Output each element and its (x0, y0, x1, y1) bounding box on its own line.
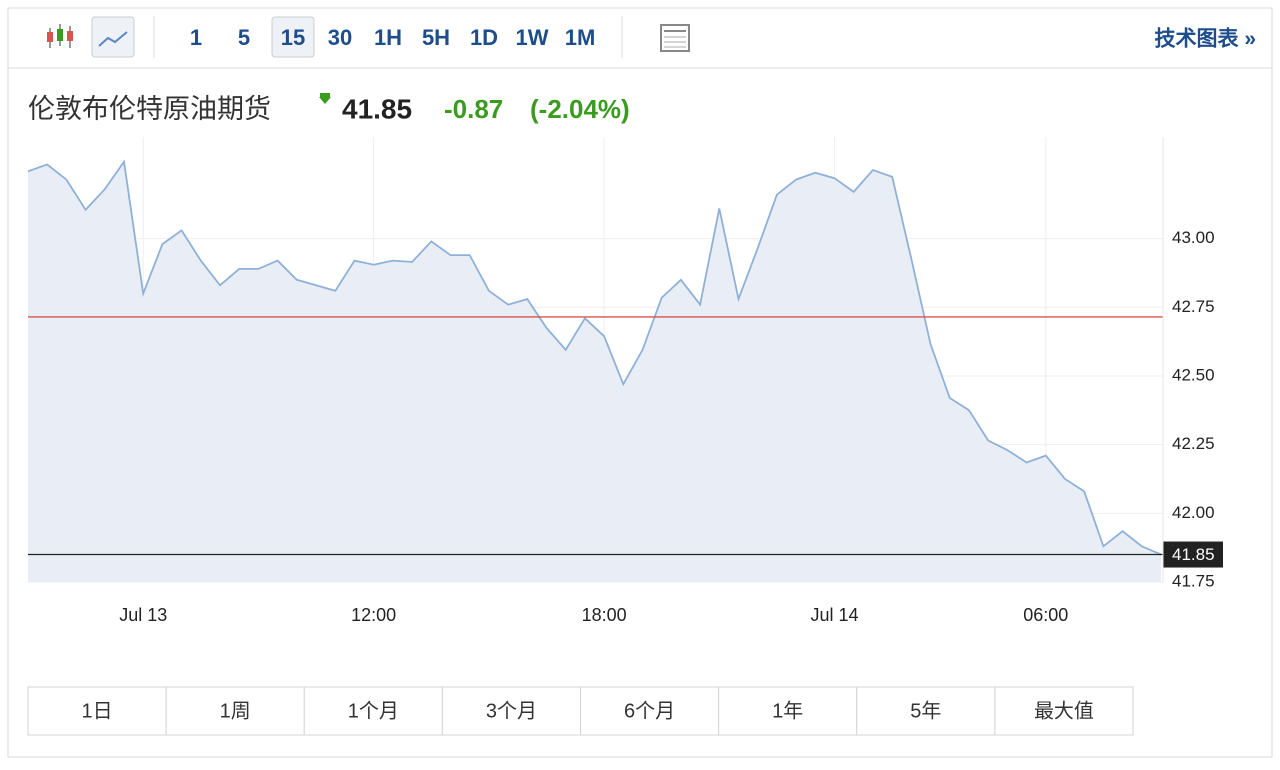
range-button[interactable] (994, 686, 1134, 736)
price-line (27, 159, 1162, 556)
x-tick-label: Jul 14 (811, 605, 859, 625)
x-tick-label: Jul 13 (119, 605, 167, 625)
range-label: 3个月 (486, 699, 537, 722)
line-icon-glyph (98, 31, 128, 47)
down-arrow-stem (320, 93, 330, 97)
range-label: 5年 (910, 699, 941, 722)
interval-button[interactable]: 15 (281, 25, 305, 50)
table-icon[interactable] (660, 24, 690, 52)
y-tick-label: 42.25 (1172, 434, 1215, 453)
range-label: 1周 (220, 700, 251, 722)
y-tick-label: 43.00 (1172, 228, 1215, 247)
last-price-label: 41.85 (1172, 545, 1215, 564)
y-tick-label: 42.50 (1172, 365, 1215, 384)
range-button[interactable] (27, 686, 167, 736)
range-button[interactable] (856, 686, 996, 736)
x-tick-label: 06:00 (1023, 605, 1068, 625)
interval-button[interactable]: 1W (516, 25, 549, 50)
price: 41.85 (342, 93, 412, 124)
interval-selected-bg (271, 16, 315, 58)
range-label: 1年 (772, 699, 803, 722)
interval-button[interactable]: 1M (565, 25, 596, 50)
area-fill (28, 161, 1161, 582)
x-tick-label: 18:00 (582, 605, 627, 625)
down-arrow (319, 97, 331, 104)
range-label: 最大值 (1034, 699, 1094, 722)
x-tick-label: 12:00 (351, 605, 396, 625)
change-percent: (-2.04%) (530, 94, 630, 124)
last-price-tag (1163, 541, 1223, 568)
y-tick-label: 42.00 (1172, 503, 1215, 522)
range-label: 1日 (82, 700, 113, 722)
range-button[interactable] (303, 686, 443, 736)
interval-button[interactable]: 5 (238, 25, 250, 50)
y-tick-label: 41.75 (1172, 571, 1215, 590)
range-label: 6个月 (624, 699, 675, 722)
interval-button[interactable]: 5H (422, 25, 450, 50)
interval-button[interactable]: 1D (470, 25, 498, 50)
interval-button[interactable]: 1 (190, 25, 202, 50)
candle-icon[interactable] (47, 24, 73, 48)
y-tick-label: 42.75 (1172, 297, 1215, 316)
range-button[interactable] (165, 686, 305, 736)
tech-chart-link[interactable]: 技术图表 » (1154, 28, 1256, 51)
interval-button[interactable]: 1H (374, 25, 402, 50)
range-label: 1个月 (348, 699, 399, 722)
change: -0.87 (444, 94, 503, 124)
instrument-title: 伦敦布伦特原油期货 (28, 94, 271, 124)
interval-button[interactable]: 30 (328, 25, 352, 50)
line-icon[interactable] (91, 16, 135, 58)
